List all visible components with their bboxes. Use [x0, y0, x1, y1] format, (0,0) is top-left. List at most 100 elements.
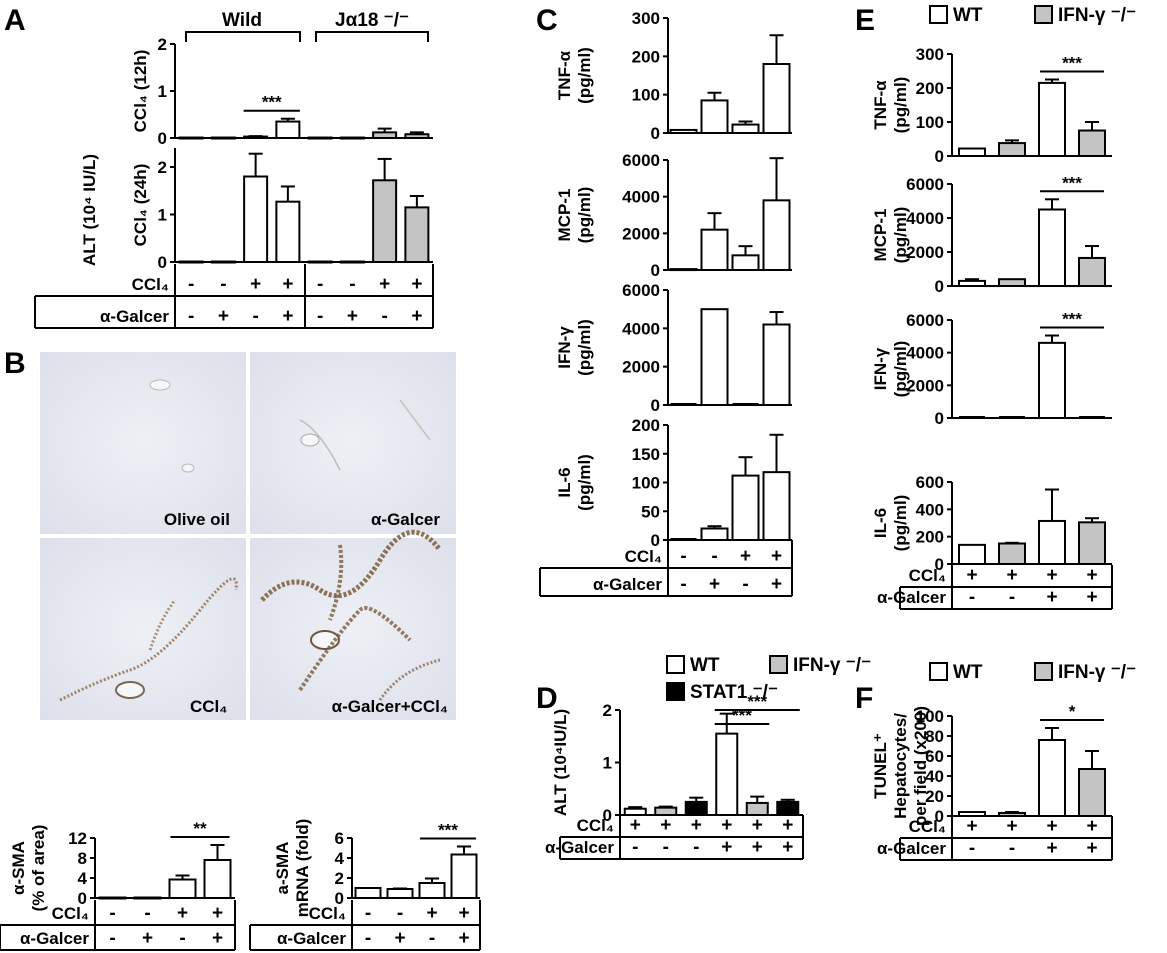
- y-tick-label: 200: [632, 416, 660, 435]
- bar: [700, 527, 729, 541]
- y-tick-label: 8: [78, 849, 87, 868]
- bar: [404, 133, 430, 140]
- bar: [958, 811, 986, 817]
- treatment-sign: -: [220, 274, 226, 295]
- bar: [372, 179, 398, 263]
- treatment-sign: -: [711, 546, 717, 567]
- bar: [178, 136, 204, 140]
- treatment-sign: -: [969, 838, 975, 859]
- treatment-name: CCl₄: [309, 904, 346, 923]
- y-axis-label-line: TNF-α: [871, 80, 890, 130]
- y-tick-label: 4: [78, 869, 88, 888]
- y-axis-label-line: (% of area): [29, 825, 48, 912]
- treatment-table: CCl₄ - - + +α-Galcer - + - +: [249, 900, 481, 951]
- y-tick-label: 150: [632, 445, 660, 464]
- treatment-sign: +: [282, 274, 293, 295]
- bar: [339, 260, 365, 264]
- treatment-table: CCl₄ - - + + - - + +α-Galcer - + - + - + - +: [34, 264, 434, 329]
- treatment-sign: +: [782, 815, 793, 836]
- y-axis-label-line: IL-6: [555, 467, 574, 497]
- y-tick-label: 1: [603, 754, 612, 773]
- bar: [745, 801, 769, 816]
- y-axis-label-line: IFN-γ: [555, 326, 574, 369]
- treatment-sign: +: [411, 274, 422, 295]
- y-tick-label: 6000: [622, 151, 660, 170]
- treatment-sign: -: [429, 928, 435, 949]
- treatment-name: α-Galcer: [877, 839, 946, 858]
- panel-label-d: D: [536, 682, 558, 715]
- y-axis-label-line: TUNEL⁺: [871, 733, 890, 799]
- y-tick-label: 2000: [906, 376, 944, 395]
- bar: [1078, 521, 1106, 565]
- y-tick-label: 0: [651, 396, 660, 415]
- treatment-name: α-Galcer: [100, 307, 169, 326]
- legend-label-ifn: IFN-γ ⁻/⁻: [1058, 662, 1136, 683]
- legend-swatch-ifn: [1034, 5, 1053, 24]
- significance-stars: ***: [438, 821, 458, 840]
- treatment-sign: -: [317, 274, 323, 295]
- treatment-sign: +: [250, 274, 261, 295]
- treatment-name: α-Galcer: [593, 575, 662, 594]
- treatment-sign: -: [188, 306, 194, 327]
- y-axis-label: CCl₄ (12h): [131, 50, 150, 133]
- panel-e-legend: WT IFN-γ ⁻/⁻: [929, 5, 1136, 26]
- bar: [998, 142, 1026, 158]
- y-axis-label-line: CCl₄ (24h): [131, 164, 150, 247]
- y-tick-label: 0: [935, 409, 944, 428]
- significance-stars: ***: [1062, 310, 1082, 329]
- y-tick-label: 4000: [906, 344, 944, 363]
- chart-e-ifn: 0 2000 4000 6000 IFN-γ (pg/ml) ***: [871, 310, 1112, 428]
- chart-c-ifn: 0 2000 4000 6000 IFN-γ (pg/ml): [555, 281, 792, 415]
- treatment-sign: -: [693, 837, 699, 858]
- bar: [178, 260, 204, 264]
- chart-c-tnf: 0 100 200 300 TNF-α (pg/ml): [555, 9, 792, 143]
- bar: [731, 474, 760, 542]
- treatment-sign: +: [1046, 565, 1057, 586]
- significance-stars: ***: [262, 93, 282, 112]
- chart-a-12h: 0 1 2 CCl₄ (12h) ***: [131, 35, 433, 148]
- bar: [243, 175, 269, 263]
- y-tick-label: 100: [632, 86, 660, 105]
- treatment-table: CCl₄ + + + +α-Galcer - - + +: [877, 565, 1113, 610]
- panel-d-legend: WT IFN-γ ⁻/⁻ STAT1 ⁻/⁻: [666, 655, 871, 703]
- bar: [1038, 81, 1066, 157]
- y-axis-label: TNF-α (pg/ml): [555, 47, 594, 104]
- bar: [354, 887, 382, 899]
- y-tick-label: 100: [916, 707, 944, 726]
- treatment-name: CCl₄: [625, 547, 662, 566]
- y-tick-label: 0: [935, 147, 944, 166]
- bar: [762, 199, 791, 271]
- y-tick-label: 0: [158, 129, 167, 148]
- y-tick-label: 0: [651, 261, 660, 280]
- legend-swatch-wt: [666, 655, 685, 674]
- group-bracket-ja18: [315, 31, 429, 42]
- treatment-sign: -: [317, 306, 323, 327]
- bar: [1038, 739, 1066, 817]
- significance-stars: *: [1069, 702, 1076, 721]
- legend-swatch-wt: [929, 662, 948, 681]
- y-axis-label-line: α-SMA: [9, 841, 28, 895]
- panel-label-a: A: [4, 4, 26, 37]
- legend-label-wt: WT: [953, 5, 983, 26]
- y-tick-label: 400: [916, 500, 944, 519]
- y-axis-label: IL-6 (pg/ml): [555, 454, 594, 511]
- y-axis-label-line: IL-6: [871, 508, 890, 538]
- y-axis-label-line: (pg/ml): [891, 341, 910, 398]
- treatment-name: CCl₄: [132, 275, 169, 294]
- bar: [958, 147, 986, 158]
- y-axis-label-line: (pg/ml): [891, 77, 910, 134]
- bar: [1078, 768, 1106, 817]
- y-tick-label: 0: [935, 807, 944, 826]
- y-tick-label: 6000: [906, 175, 944, 194]
- y-axis-label: TUNEL⁺ Hepatocytes/per field (x200): [871, 706, 930, 826]
- panel-a-ylabel: ALT (10⁴ IU/L): [80, 154, 99, 266]
- bar: [386, 888, 414, 899]
- treatment-sign: +: [1006, 565, 1017, 586]
- y-axis-label-line: (pg/ml): [891, 207, 910, 264]
- legend-swatch-stat1: [666, 682, 685, 701]
- treatment-name: α-Galcer: [277, 929, 346, 948]
- y-axis-label-line: (pg/ml): [575, 187, 594, 244]
- bar: [1078, 256, 1106, 288]
